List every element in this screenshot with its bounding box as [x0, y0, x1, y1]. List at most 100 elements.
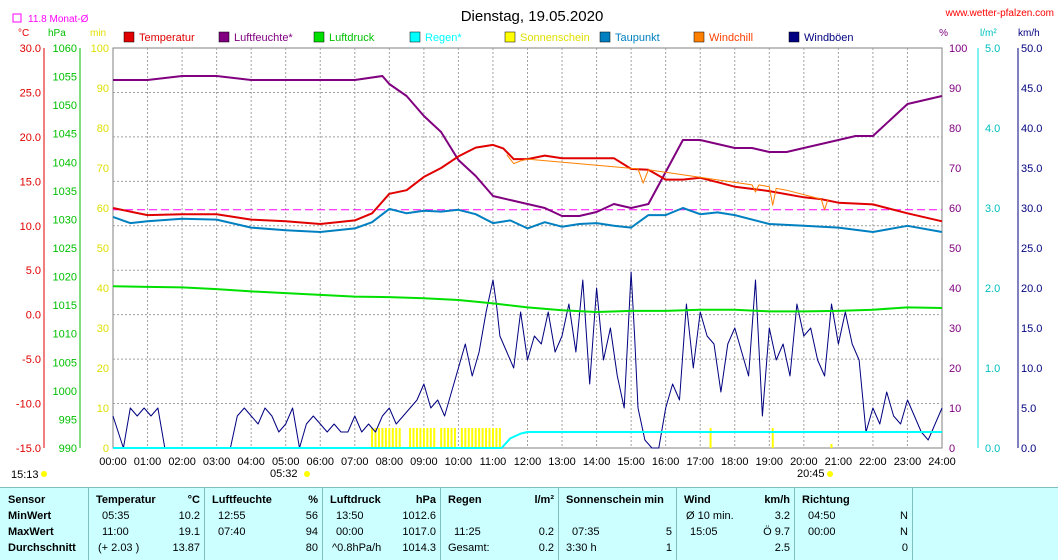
x-tick-label: 02:00 — [168, 456, 196, 468]
stats-sun-max-time: 07:35 — [572, 526, 600, 538]
stats-temp-avg: 13.87 — [172, 542, 200, 554]
pressure-tick-label: 1020 — [53, 272, 77, 284]
stats-sun-avg: 1 — [665, 542, 672, 554]
stats-header-sensor: Sensor — [8, 494, 46, 506]
humidity-tick-label: 60 — [949, 203, 961, 215]
sunshine-tick-label: 10 — [97, 403, 109, 415]
sunshine-bar — [371, 428, 374, 448]
sunshine-bar — [771, 428, 774, 448]
temperature-line — [112, 143, 943, 225]
sunshine-bar — [429, 428, 432, 448]
stats-header-sun: Sonnenschein min — [566, 494, 664, 506]
stats-temp-trend: (+ 2.03 ) — [98, 542, 140, 554]
temp-tick-label: 0.0 — [26, 310, 41, 322]
stats-hum-min: 56 — [305, 510, 318, 522]
x-tick-label: 11:00 — [480, 456, 507, 468]
stats-wind-min: 3.2 — [774, 510, 790, 522]
stats-press-min: 1012.6 — [402, 510, 436, 522]
sunshine-bar — [443, 428, 446, 448]
temp-unit-label: °C — [18, 28, 29, 39]
stats-unit-rain: l/m² — [534, 494, 554, 506]
x-tick-label: 01:00 — [134, 456, 162, 468]
stats-unit-hum: % — [308, 494, 318, 506]
sunshine-tick-label: 80 — [97, 123, 109, 135]
sunshine-bar — [412, 428, 415, 448]
stats-temp-max: 19.1 — [178, 526, 200, 538]
sunshine-bar — [433, 428, 436, 448]
stats-wind-max: Ö 9.7 — [763, 526, 790, 538]
stats-col-sunshine: Sonnenschein min 07:35 5 3:30 h 1 — [558, 488, 677, 560]
stats-unit-press: hPa — [415, 494, 436, 506]
stats-col-humidity: Luftfeuchte % 12:55 56 07:40 94 80 — [204, 488, 323, 560]
x-tick-label: 19:00 — [756, 456, 784, 468]
stats-wind-min-time: Ø 10 min. — [686, 510, 734, 522]
stats-wind-avg: 2.5 — [774, 542, 790, 554]
stats-col-rain: Regen l/m² 11:25 0.2 Gesamt: 0.2 — [440, 488, 559, 560]
x-tick-label: 12:00 — [514, 456, 542, 468]
sunrise-time: 05:32 — [270, 468, 298, 480]
stats-dir-avg: 0 — [901, 542, 908, 554]
rain-unit-label: l/m² — [980, 28, 997, 39]
stats-hum-max-time: 07:40 — [218, 526, 246, 538]
humidity-tick-label: 30 — [949, 323, 961, 335]
sunshine-tick-label: 20 — [97, 363, 109, 375]
pressure-tick-label: 1000 — [53, 386, 77, 398]
legend-swatch — [313, 31, 325, 43]
humidity-tick-label: 40 — [949, 283, 961, 295]
x-tick-label: 21:00 — [825, 456, 853, 468]
humidity-tick-label: 50 — [949, 243, 961, 255]
sunshine-bar — [498, 428, 501, 448]
stats-rain-total: 0.2 — [538, 542, 554, 554]
stats-col-temperature: Temperatur °C 05:35 10.2 11:00 19.1 (+ 2… — [88, 488, 205, 560]
sunshine-tick-label: 40 — [97, 283, 109, 295]
stats-hum-min-time: 12:55 — [218, 510, 246, 522]
temp-tick-label: 25.0 — [20, 87, 41, 99]
sunshine-bar — [395, 428, 398, 448]
sunset-time: 20:45 — [797, 468, 825, 480]
stats-dir-min-time: 04:50 — [808, 510, 836, 522]
stats-dir-max: N — [900, 526, 908, 538]
site-link[interactable]: www.wetter-pfalzen.com — [945, 8, 1054, 19]
legend-label: Luftdruck — [329, 32, 375, 44]
sunshine-bar — [709, 428, 712, 448]
pressure-tick-label: 1015 — [53, 300, 77, 312]
legend-label: Regen* — [425, 32, 462, 44]
stats-dir-min: N — [900, 510, 908, 522]
sunshine-bar — [471, 428, 474, 448]
rain-tick-label: 1.0 — [985, 363, 1000, 375]
stats-header-dir: Richtung — [802, 494, 850, 506]
stats-temp-min-time: 05:35 — [102, 510, 130, 522]
stats-row-label: MinWert — [8, 510, 52, 522]
current-time: 15:13 — [11, 469, 39, 481]
dewpoint-line — [112, 207, 943, 233]
sunshine-tick-label: 0 — [103, 443, 109, 455]
legend-swatch — [409, 31, 421, 43]
humidity-tick-label: 70 — [949, 163, 961, 175]
wind-tick-label: 25.0 — [1021, 243, 1042, 255]
pressure-tick-label: 1045 — [53, 129, 77, 141]
pressure-tick-label: 1050 — [53, 100, 77, 112]
sunshine-bar — [495, 428, 498, 448]
stats-rain-max-time: 11:25 — [454, 526, 481, 538]
stats-col-wind: Wind km/h Ø 10 min. 3.2 15:05 Ö 9.7 2.5 — [676, 488, 795, 560]
temp-tick-label: 5.0 — [26, 265, 41, 277]
x-tick-label: 15:00 — [617, 456, 645, 468]
pressure-unit-label: hPa — [48, 28, 66, 39]
sunshine-bar — [388, 428, 391, 448]
stats-temp-max-time: 11:00 — [102, 526, 129, 538]
stats-col-empty — [912, 488, 1058, 560]
legend-swatch — [693, 31, 705, 43]
temp-tick-label: 10.0 — [20, 221, 41, 233]
sunshine-bar — [409, 428, 412, 448]
sunshine-bar — [377, 428, 380, 448]
x-tick-label: 10:00 — [445, 456, 473, 468]
sunshine-bar — [453, 428, 456, 448]
temp-tick-label: -5.0 — [22, 354, 41, 366]
stats-header-hum: Luftfeuchte — [212, 494, 272, 506]
x-tick-label: 07:00 — [341, 456, 369, 468]
pressure-tick-label: 1030 — [53, 214, 77, 226]
stats-header-wind: Wind — [684, 494, 711, 506]
legend-label: Windchill — [709, 32, 753, 44]
legend-label: Sonnenschein — [520, 32, 590, 44]
stats-wind-max-time: 15:05 — [690, 526, 718, 538]
